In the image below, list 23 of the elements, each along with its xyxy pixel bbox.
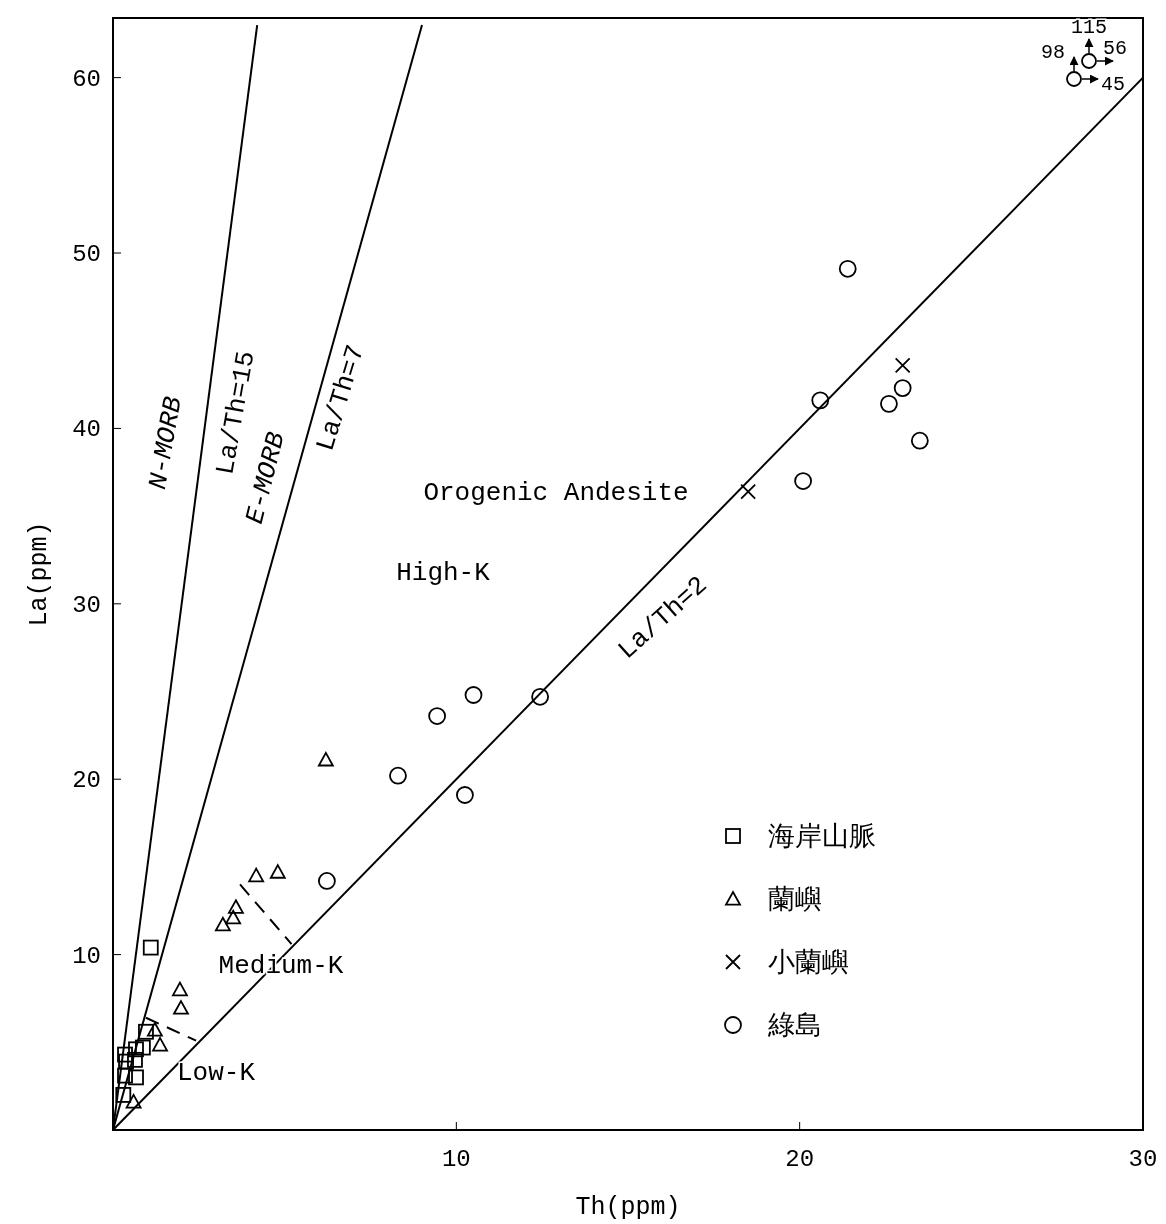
annotation: 56: [1102, 37, 1128, 61]
legend-label: 小蘭嶼: [768, 948, 849, 979]
y-tick-label: 20: [72, 767, 101, 795]
x-tick-label: 20: [785, 1146, 815, 1173]
y-tick-label: 60: [72, 65, 101, 93]
y-tick-label: 10: [72, 942, 101, 970]
annotation: Low-K: [176, 1057, 256, 1088]
y-tick-label: 40: [72, 416, 101, 444]
legend-label: 蘭嶼: [768, 885, 822, 916]
annotation: 98: [1040, 41, 1066, 65]
legend-label: 綠島: [767, 1011, 822, 1042]
annotation: High-K: [396, 557, 491, 588]
annotation: Orogenic Andesite: [423, 477, 689, 508]
x-tick-label: 10: [441, 1146, 471, 1173]
x-tick-label: 30: [1128, 1146, 1158, 1173]
annotation: 45: [1100, 73, 1126, 97]
y-axis-title: La(ppm): [25, 521, 54, 627]
legend-label: 海岸山脈: [768, 822, 876, 853]
x-axis-title: Th(ppm): [575, 1193, 681, 1222]
y-tick-label: 30: [72, 591, 101, 619]
y-tick-label: 50: [72, 241, 101, 269]
annotation: N-MORB: [142, 394, 189, 492]
annotation: 115: [1070, 16, 1108, 40]
